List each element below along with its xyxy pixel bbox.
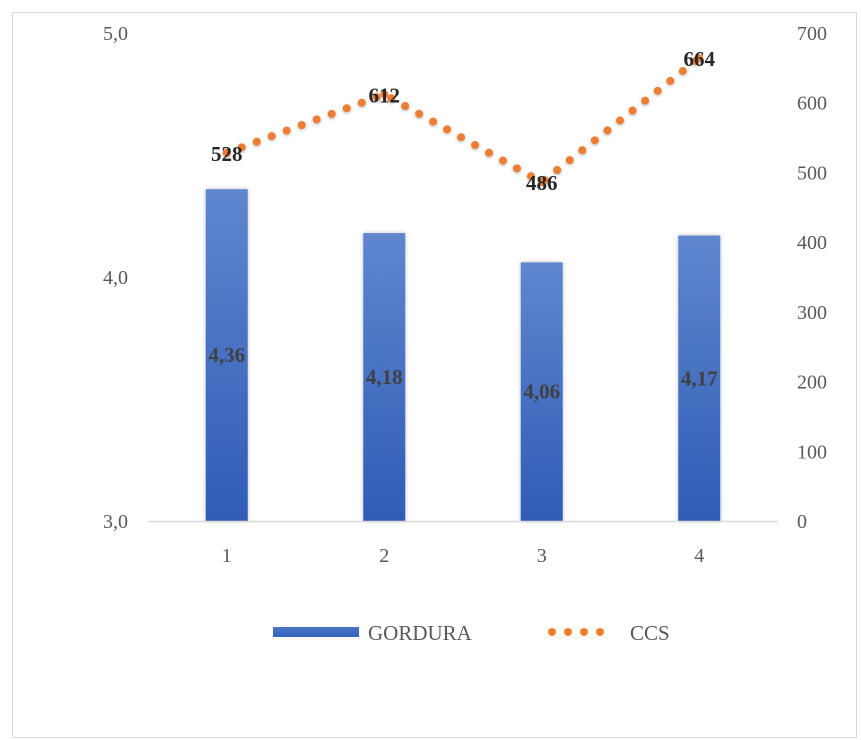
bar-gordura-2: [363, 233, 406, 521]
bar-data-labels: 4,36 4,18 4,06 4,17: [208, 343, 717, 404]
bar-value-label: 4,18: [366, 365, 403, 389]
bar-gordura-4: [678, 235, 721, 521]
right-axis-tick-label: 700: [797, 23, 827, 45]
line-value-label: 528: [211, 142, 243, 166]
legend-label-ccs: CCS: [630, 621, 670, 645]
legend: GORDURA CCS: [273, 621, 670, 645]
bar-value-label: 4,36: [208, 343, 245, 367]
right-axis-tick-label: 200: [797, 372, 827, 394]
line-data-labels: 528 612 486 664: [211, 47, 716, 195]
right-axis-tick-label: 600: [797, 93, 827, 115]
bar-gordura-1: [205, 189, 248, 521]
right-axis-ticks: 0 100 200 300 400 500 600 700: [797, 23, 827, 533]
line-ccs: [222, 54, 704, 187]
bar-value-label: 4,06: [523, 380, 560, 404]
legend-label-gordura: GORDURA: [368, 621, 473, 645]
point-ccs-3: [537, 178, 546, 187]
right-axis-tick-label: 100: [797, 441, 827, 463]
line-value-label: 486: [526, 171, 558, 195]
x-axis-tick-label: 2: [379, 545, 389, 567]
left-axis-ticks: 3,0 4,0 5,0: [103, 23, 128, 533]
legend-swatch-gordura: [273, 627, 359, 637]
x-axis-tick-label: 4: [694, 545, 704, 567]
left-axis-tick-label: 3,0: [103, 511, 128, 533]
right-axis-tick-label: 0: [797, 511, 807, 533]
bar-gordura-3: [520, 262, 563, 521]
right-axis-tick-label: 300: [797, 302, 827, 324]
bar-value-label: 4,17: [681, 366, 718, 390]
line-series: [222, 54, 704, 187]
point-ccs-2: [380, 90, 389, 99]
left-axis-tick-label: 4,0: [103, 267, 128, 289]
point-ccs-1: [222, 148, 231, 157]
right-axis-tick-label: 400: [797, 232, 827, 254]
right-axis-tick-label: 500: [797, 162, 827, 184]
left-axis-tick-label: 5,0: [103, 23, 128, 45]
bar-series: [205, 189, 721, 521]
line-value-label: 612: [369, 83, 401, 107]
line-value-label: 664: [684, 47, 716, 71]
x-axis-labels: 1 2 3 4: [222, 545, 705, 567]
x-axis-tick-label: 1: [222, 545, 232, 567]
x-axis-tick-label: 3: [537, 545, 547, 567]
point-ccs-4: [695, 54, 704, 63]
